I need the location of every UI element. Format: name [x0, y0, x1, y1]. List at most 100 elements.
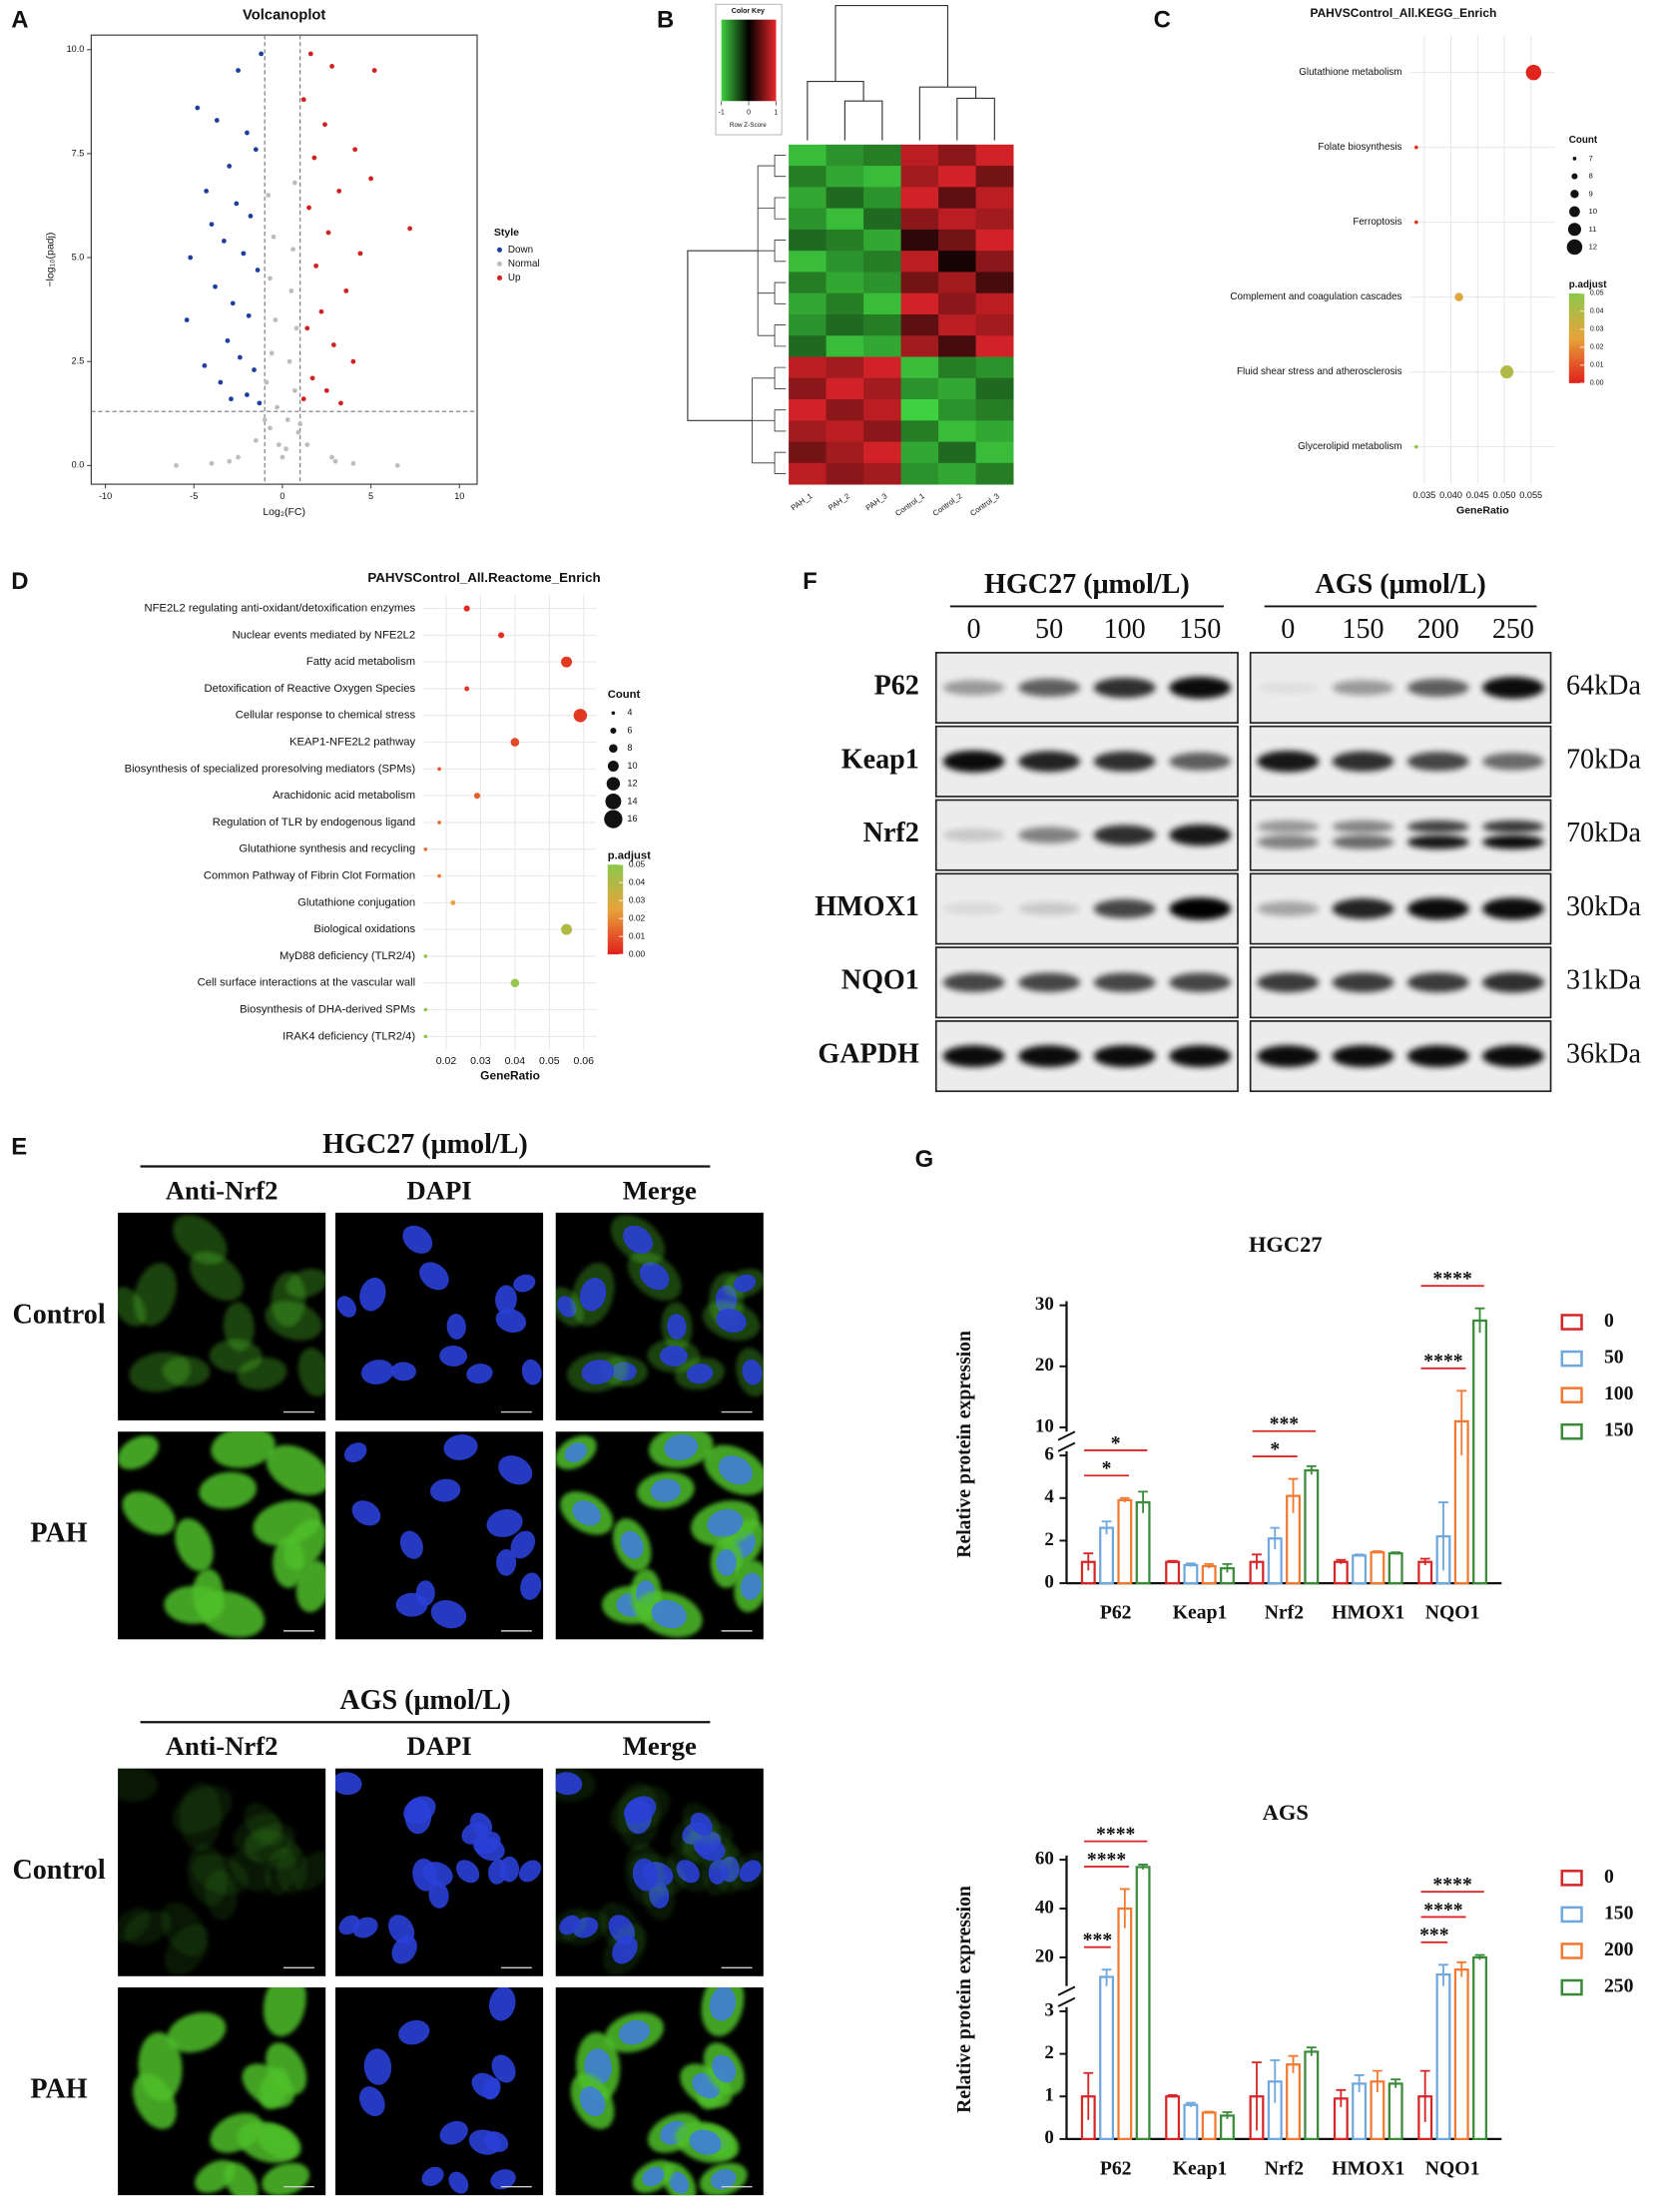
blot-band	[1257, 820, 1320, 833]
y-tick-label: 3	[1044, 1999, 1053, 2020]
legend-title: p.adjust	[1569, 279, 1607, 290]
nucleus	[690, 1812, 713, 1837]
blot-band	[942, 902, 1005, 915]
column-label: Anti-Nrf2	[166, 1731, 278, 1761]
error-bar	[1101, 1968, 1112, 1986]
legend-swatch	[1560, 1870, 1583, 1887]
dendrogram	[918, 86, 977, 141]
dendrogram	[843, 100, 883, 141]
y-tick-label: Biosynthesis of specialized proresolving…	[125, 763, 416, 775]
micrograph-content	[336, 1225, 542, 1413]
cytoplasm	[211, 1431, 276, 1468]
nucleus	[632, 1858, 658, 1892]
legend-swatch	[1560, 1942, 1583, 1959]
heatmap-cell	[975, 313, 1014, 336]
point	[230, 300, 236, 306]
dendrogram	[752, 377, 776, 464]
blot-band	[942, 750, 1005, 773]
dendrogram	[757, 165, 776, 336]
heatmap-cell	[826, 399, 864, 421]
bar	[1135, 1866, 1151, 2141]
panel-letter: D	[11, 568, 28, 595]
cytoplasm	[118, 1768, 159, 1803]
nucleus	[521, 1359, 542, 1385]
point	[262, 417, 268, 422]
heatmap-cell	[938, 292, 976, 315]
point	[269, 350, 275, 356]
point	[218, 379, 224, 385]
x-tick-label: -5	[190, 491, 198, 501]
dot	[498, 632, 505, 639]
heatmap-cell	[938, 166, 976, 188]
point	[236, 68, 241, 73]
heatmap-cell	[789, 229, 828, 252]
dendrogram	[774, 197, 787, 220]
cytoplasm	[190, 1251, 244, 1302]
heatmap-cell	[938, 377, 976, 400]
nucleus	[469, 1812, 493, 1837]
colorbar-tick-label: 0.02	[1590, 344, 1604, 351]
blot-band	[1332, 1045, 1394, 1068]
micrograph-content	[555, 1431, 764, 1638]
heatmap-cell	[789, 144, 828, 167]
legend-dot	[1570, 190, 1579, 199]
blot-band	[1093, 677, 1156, 699]
error-bar	[1119, 1888, 1130, 1929]
legend-label: 150	[1604, 1419, 1634, 1441]
legend-label: 200	[1604, 1938, 1634, 1960]
dot	[1413, 220, 1418, 225]
color-key-tick-label: 1	[775, 109, 779, 116]
heatmap-cell	[789, 335, 828, 357]
nucleus	[739, 1860, 762, 1883]
colorbar-tick-label: 0.02	[629, 912, 646, 922]
error-bar	[1306, 1464, 1317, 1475]
bar	[1165, 1560, 1181, 1585]
dot	[450, 899, 456, 905]
protein-label: HMOX1	[815, 891, 919, 922]
molecular-weight-label: 70kDa	[1566, 744, 1641, 775]
point	[300, 97, 306, 103]
nucleus	[716, 1548, 737, 1576]
heatmap-cell	[900, 441, 939, 464]
column-label: Control_2	[931, 491, 964, 518]
error-bar	[1138, 1490, 1149, 1513]
legend-dot	[607, 760, 619, 772]
heatmap-cell	[789, 420, 828, 442]
nucleus	[439, 2120, 468, 2145]
lane-label: 0	[1281, 614, 1295, 645]
dot	[510, 978, 520, 988]
point	[297, 421, 303, 427]
nucleus	[716, 1308, 747, 1334]
error-bar	[1390, 2078, 1401, 2088]
error-bar	[1252, 1553, 1262, 1570]
blot-band	[1332, 680, 1394, 696]
nucleus	[579, 2086, 606, 2117]
legend-label: 4	[627, 708, 632, 718]
heatmap-cell	[900, 187, 939, 210]
point	[311, 155, 317, 161]
heatmap-cell	[938, 144, 976, 167]
significance-label: ***	[1419, 1925, 1449, 1946]
legend-label: 12	[627, 779, 637, 789]
blot-band	[1018, 751, 1081, 773]
heatmap-cell	[826, 208, 864, 231]
x-tick-label: 5	[368, 491, 373, 501]
point	[257, 400, 263, 406]
dot	[423, 1034, 428, 1039]
bar	[1286, 2063, 1301, 2141]
row-label: PAH	[30, 1518, 87, 1549]
nucleus	[391, 1936, 417, 1964]
point	[245, 130, 250, 136]
y-tick-label: Cell surface interactions at the vascula…	[198, 977, 416, 989]
nucleus	[639, 1262, 670, 1291]
significance-label: ***	[1270, 1413, 1300, 1435]
y-tick-label: 1	[1044, 2085, 1053, 2106]
heatmap-cell	[975, 166, 1014, 188]
nucleus	[455, 1860, 480, 1884]
point	[336, 188, 342, 194]
legend-dot	[609, 744, 618, 753]
heatmap-cell	[826, 229, 864, 252]
point	[227, 458, 233, 464]
heatmap-cell	[863, 208, 902, 231]
legend-dot	[604, 810, 623, 829]
